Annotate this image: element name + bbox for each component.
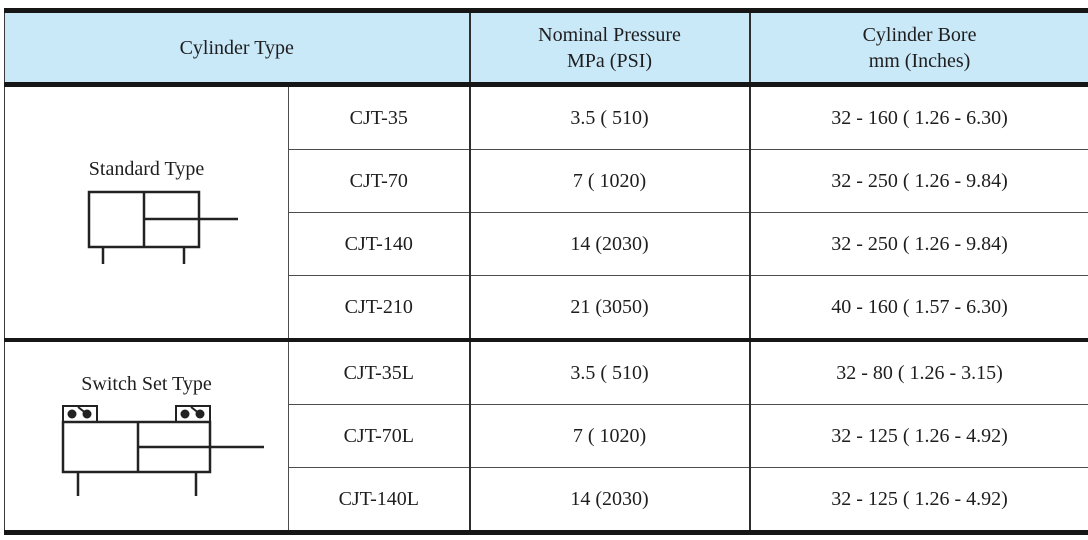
table-row: CJT-210 21 (3050) 40 - 160 ( 1.57 - 6.30… [5, 275, 1088, 340]
model-cell: CJT-210 [287, 275, 470, 340]
model-cell: CJT-70L [287, 404, 470, 468]
header-label-pressure-line2: MPa (PSI) [567, 49, 653, 72]
model-cell: CJT-35L [287, 340, 470, 405]
table-row: Switch Set Type [5, 340, 1088, 496]
table-row: CJT-140 14 (2030) 32 - 250 ( 1.26 - 9.84… [5, 212, 1088, 276]
header-label-bore-line2: mm (Inches) [868, 49, 971, 72]
cylinder-spec-table: Cylinder Type Nominal Pressure MPa (PSI)… [4, 8, 1088, 535]
bore-cell: 32 - 125 ( 1.26 - 4.92) [748, 467, 1088, 533]
switch-set-cylinder-symbol-icon [61, 405, 264, 496]
header-cell-nominal-pressure: Nominal Pressure MPa (PSI) [468, 10, 750, 87]
standard-cylinder-symbol-icon [87, 190, 238, 264]
pressure-cell: 3.5 ( 510) [468, 340, 750, 405]
header-label-bore-line1: Cylinder Bore [862, 23, 977, 46]
pressure-cell: 14 (2030) [468, 212, 750, 276]
header-label-pressure-line1: Nominal Pressure [538, 23, 681, 46]
table-row: CJT-70L 7 ( 1020) 32 - 125 ( 1.26 - 4.92… [5, 404, 1088, 468]
section-standard-type: Standard Type CJT-35 3. [5, 84, 1088, 340]
header-cell-cylinder-type: Cylinder Type [4, 10, 470, 87]
table-row: CJT-140L 14 (2030) 32 - 125 ( 1.26 - 4.9… [5, 467, 1088, 533]
pressure-cell: 21 (3050) [468, 275, 750, 340]
bore-cell: 32 - 250 ( 1.26 - 9.84) [748, 212, 1088, 276]
bore-cell: 32 - 160 ( 1.26 - 6.30) [748, 84, 1088, 150]
type-label-switch-set: Switch Set Type [81, 373, 212, 395]
bore-cell: 32 - 125 ( 1.26 - 4.92) [748, 404, 1088, 468]
bore-cell: 32 - 80 ( 1.26 - 3.15) [748, 340, 1088, 405]
table-row: CJT-70 7 ( 1020) 32 - 250 ( 1.26 - 9.84) [5, 149, 1088, 213]
section-switch-set-type: Switch Set Type [4, 340, 1088, 533]
header-cell-cylinder-bore: Cylinder Bore mm (Inches) [748, 10, 1088, 87]
pressure-cell: 7 ( 1020) [468, 404, 750, 468]
table-header: Cylinder Type Nominal Pressure MPa (PSI)… [4, 10, 1088, 87]
type-cell-switch-set: Switch Set Type [5, 340, 289, 533]
table-row: Standard Type CJT-35 3. [5, 84, 1088, 264]
bore-cell: 40 - 160 ( 1.57 - 6.30) [748, 275, 1088, 340]
model-cell: CJT-35 [287, 84, 470, 150]
type-label-standard: Standard Type [88, 158, 205, 180]
pressure-cell: 3.5 ( 510) [468, 84, 750, 150]
bore-cell: 32 - 250 ( 1.26 - 9.84) [748, 149, 1088, 213]
pressure-cell: 14 (2030) [468, 467, 750, 533]
model-cell: CJT-70 [287, 149, 470, 213]
model-cell: CJT-140L [287, 467, 470, 533]
type-cell-standard: Standard Type [5, 85, 289, 341]
pressure-cell: 7 ( 1020) [468, 149, 750, 213]
spec-table-container: Cylinder Type Nominal Pressure MPa (PSI)… [4, 8, 1088, 535]
header-label-cylinder-type: Cylinder Type [179, 36, 294, 59]
model-cell: CJT-140 [287, 212, 470, 276]
